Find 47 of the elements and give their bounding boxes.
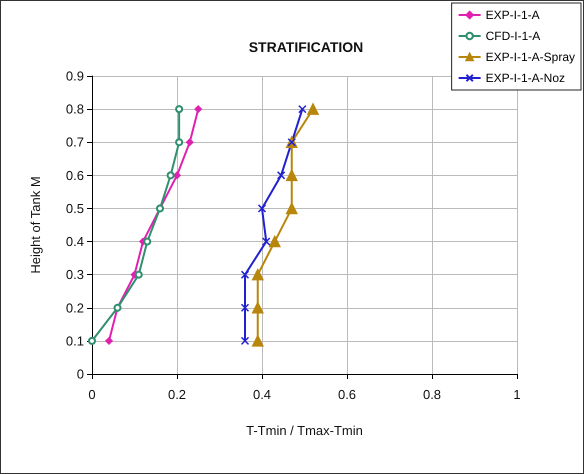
point [143, 238, 152, 246]
y-tick-label: 0.8 [66, 102, 84, 117]
point [194, 105, 202, 113]
legend-label: EXP-I-1-A-Spray [486, 50, 576, 64]
point [105, 337, 113, 345]
y-tick-label: 0.1 [66, 333, 84, 348]
point [298, 104, 307, 114]
y-tick-label: 0.3 [66, 267, 84, 282]
y-tick-label: 0.4 [66, 234, 84, 250]
legend-label: CFD-I-1-A [486, 29, 540, 43]
point [240, 304, 250, 312]
point [252, 302, 264, 314]
x-tick-label: 0.6 [338, 387, 356, 402]
x-tick-label: 0.8 [422, 387, 442, 402]
y-tick-label: 0.5 [66, 200, 84, 216]
point [166, 171, 175, 180]
point [175, 105, 184, 114]
point [173, 172, 181, 180]
point [286, 170, 298, 182]
point [269, 236, 280, 248]
legend-label: EXP-I-1-A-Noz [486, 71, 566, 85]
x-tick-label: 0 [88, 387, 96, 402]
x-tick-label: 1 [513, 387, 521, 402]
x-tick-label: 0.2 [168, 387, 186, 402]
point [134, 270, 143, 279]
point [262, 237, 270, 246]
point [276, 171, 286, 180]
y-tick-label: 0.9 [66, 68, 84, 84]
point [252, 268, 264, 280]
y-tick-label: 0 [76, 366, 84, 382]
point [240, 336, 250, 346]
point [252, 335, 264, 347]
legend-label: EXP-I-1-A [486, 8, 540, 22]
point [240, 270, 250, 279]
point [258, 204, 266, 213]
point [307, 103, 319, 115]
y-tick-label: 0.2 [66, 300, 84, 316]
point [88, 336, 96, 345]
point [286, 202, 298, 214]
point [186, 138, 194, 146]
y-axis-title: Height of Tank M [28, 176, 43, 274]
y-tick-label: 0.7 [66, 134, 84, 150]
point [175, 138, 184, 146]
x-axis-title: T-Tmin / Tmax-Tmin [246, 423, 363, 438]
chart-title: STRATIFICATION [248, 39, 364, 55]
y-tick-label: 0.6 [66, 168, 84, 183]
x-tick-label: 0.4 [252, 387, 272, 402]
